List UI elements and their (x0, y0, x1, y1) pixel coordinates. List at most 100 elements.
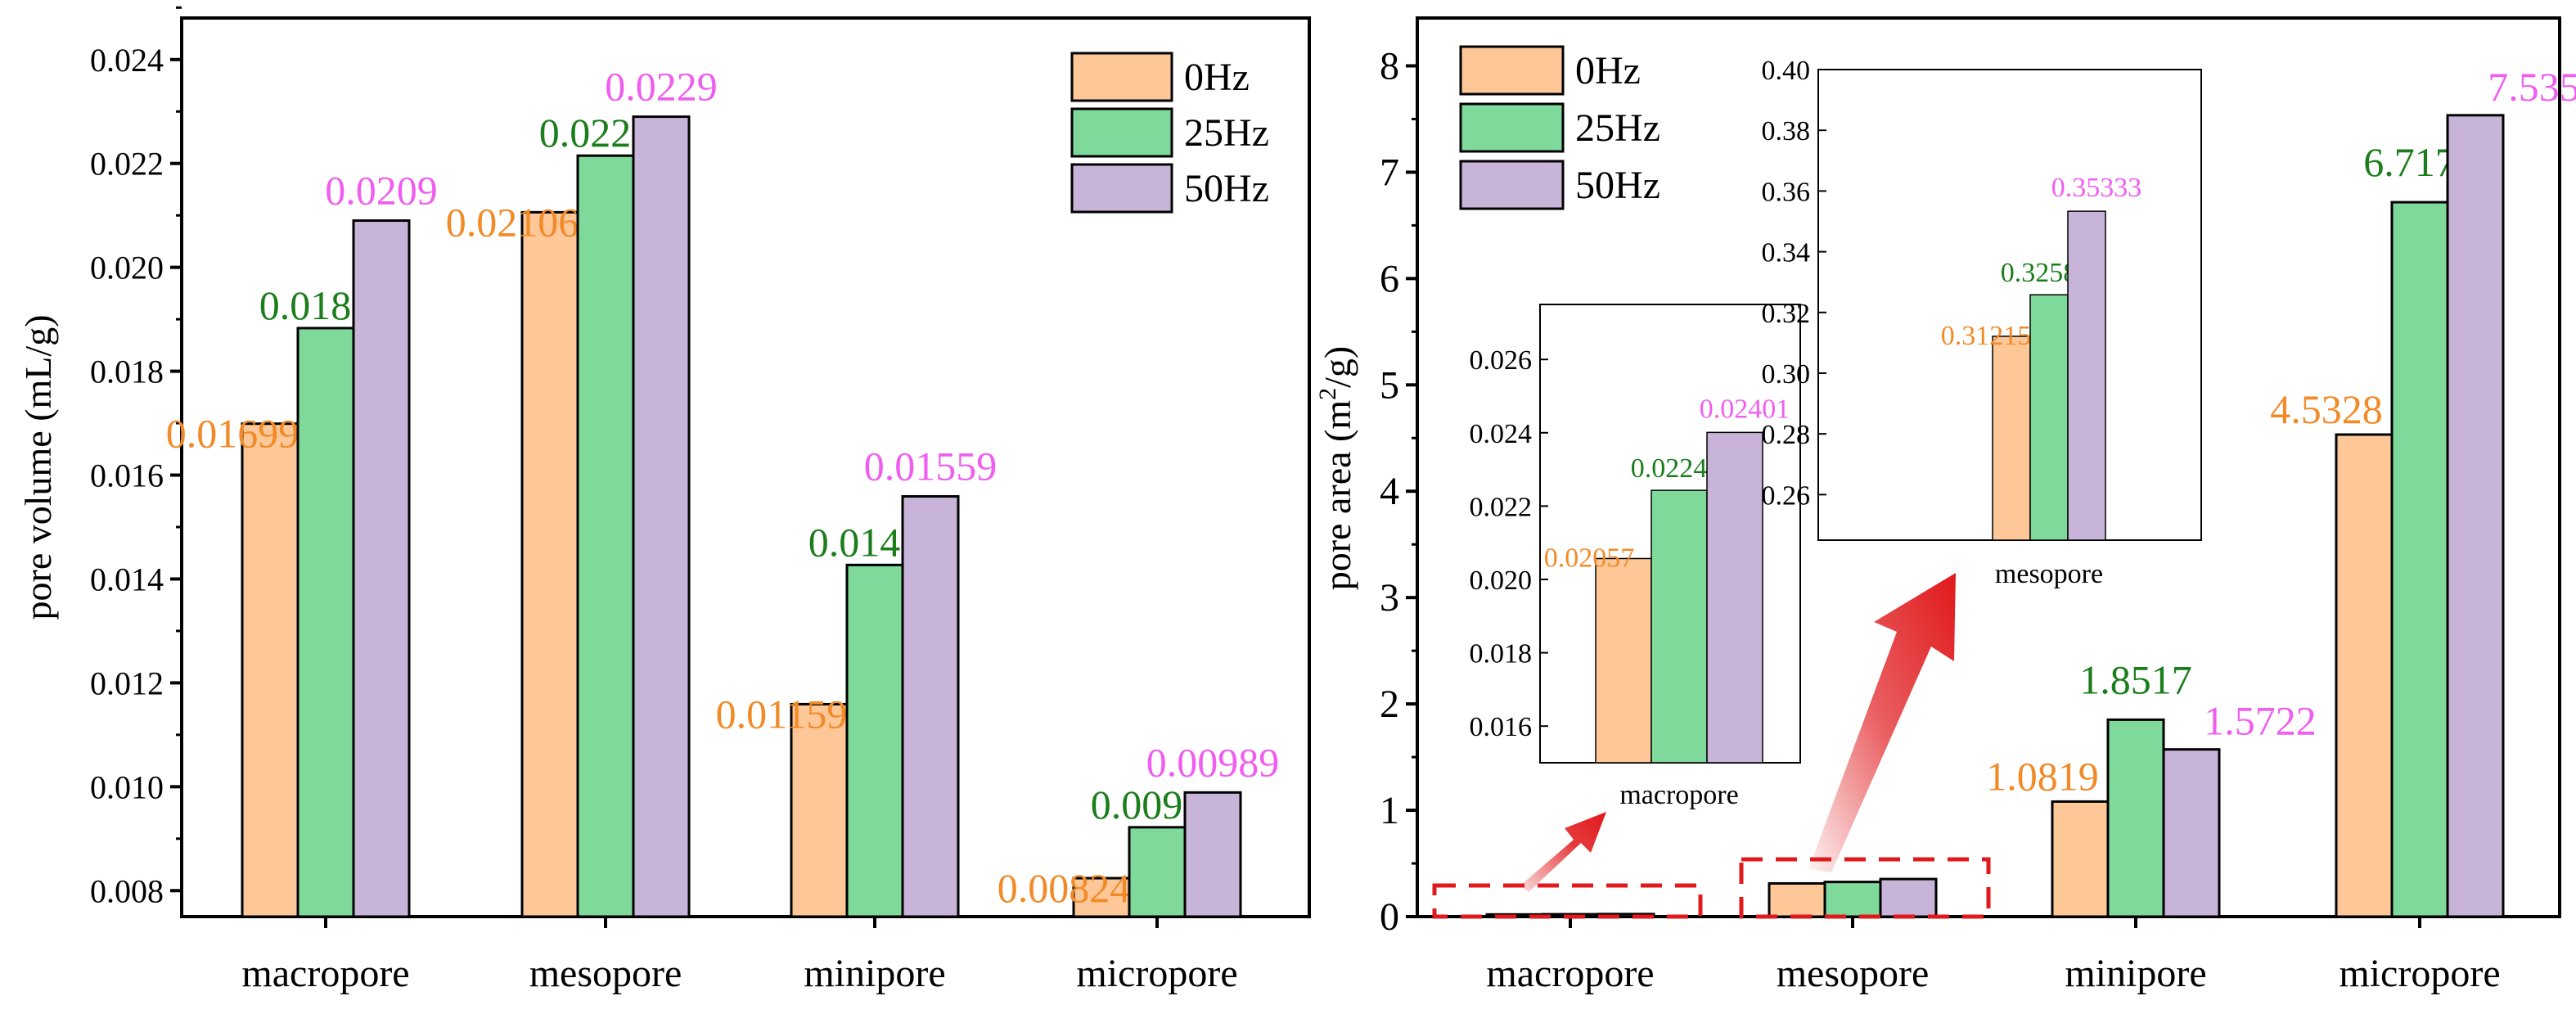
bar-macropore-0Hz (241, 422, 299, 918)
data-label-micropore-50Hz: 7.5356 (2488, 64, 2576, 110)
x-tick-label-macropore: macropore (1486, 952, 1654, 995)
y-axis-label: pore area (m2/g) (1314, 346, 1358, 591)
y-tick-label: 0.020 (90, 250, 164, 286)
bar-micropore-0Hz (2335, 433, 2394, 918)
bar-mesopore-50Hz (632, 115, 691, 918)
y-tick-label: 6 (1380, 257, 1399, 300)
legend-label-0Hz: 0Hz (1184, 56, 1250, 99)
data-label-macropore-0Hz: 0.01699 (166, 411, 299, 457)
y-tick-label: 7 (1380, 151, 1399, 194)
bar-micropore-50Hz (1183, 791, 1242, 918)
y-tick-label: 2 (1380, 683, 1399, 726)
highlight-box-macropore (1432, 883, 1703, 919)
inset-y-tick-label: 0.34 (1762, 238, 1811, 268)
data-label-mesopore-50Hz: 0.0229 (605, 64, 718, 110)
legend-label-0Hz: 0Hz (1575, 49, 1641, 92)
y-tick-label: 0.018 (90, 354, 164, 390)
y-axis-label-superscript: 2 (1314, 388, 1341, 400)
inset-bar-0Hz (1595, 557, 1652, 764)
pore-volume-chart: 0.008 0.010 0.012 0.014 0.016 0.018 0.020 0.022… (17, 6, 1311, 995)
data-label-minipore-50Hz: 1.5722 (2204, 698, 2317, 744)
data-label-minipore-25Hz: 1.8517 (2079, 656, 2192, 702)
plot-frame (1416, 16, 2561, 918)
inset-x-label: macropore (1619, 780, 1738, 810)
inset-macropore: 0.016 0.018 0.020 0.022 0.024 0.026 0.02057 0.0… (1470, 304, 1801, 810)
x-tick-label-micropore: micropore (1076, 952, 1237, 995)
x-tick-label-minipore: minipore (2065, 952, 2206, 995)
inset-y-tick-label: 0.26 (1762, 480, 1811, 511)
inset-y-tick-label: 0.026 (1470, 345, 1533, 376)
x-tick-label-mesopore: mesopore (1777, 952, 1930, 995)
inset-bar-0Hz (1992, 336, 2031, 541)
inset-y-tick-label: 0.38 (1762, 116, 1811, 146)
inset-y-tick-label: 0.020 (1470, 566, 1533, 596)
data-label-macropore-50Hz: 0.0209 (325, 168, 438, 214)
inset-bar-25Hz (1651, 489, 1708, 764)
inset-data-label-0Hz: 0.02057 (1544, 543, 1635, 573)
y-tick-label: 0 (1380, 895, 1399, 939)
y-axis-label-prefix: pore area (m (1317, 400, 1358, 591)
inset-y-tick-label: 0.018 (1470, 639, 1533, 669)
inset-y-tick-label: 0.016 (1470, 712, 1533, 742)
inset-y-tick-label: 0.022 (1470, 492, 1533, 522)
legend-label-25Hz: 25Hz (1575, 106, 1660, 150)
y-tick-label: 1 (1380, 789, 1399, 832)
data-label-minipore-50Hz: 0.01559 (864, 444, 998, 489)
y-tick-label: 0.014 (90, 561, 164, 597)
x-tick-label-minipore: minipore (804, 952, 945, 995)
legend-label-50Hz: 50Hz (1575, 164, 1660, 207)
bar-micropore-25Hz (1128, 826, 1187, 918)
legend-swatch-25Hz (1459, 102, 1565, 153)
y-axis-label: pore volume (mL/g) (17, 314, 59, 620)
x-tick-label-micropore: micropore (2339, 952, 2500, 995)
inset-data-label-50Hz: 0.02401 (1700, 394, 1790, 424)
bar-micropore-50Hz (2446, 114, 2505, 918)
bar-mesopore-25Hz (576, 154, 635, 918)
y-tick-label: 0.008 (90, 872, 164, 909)
bar-minipore-0Hz (2051, 800, 2110, 918)
inset-y-tick-label: 0.32 (1762, 299, 1811, 329)
data-label-minipore-0Hz: 0.01159 (716, 691, 848, 737)
data-label-mesopore-0Hz: 0.02106 (446, 199, 579, 245)
legend-swatch-0Hz (1459, 45, 1565, 96)
inset-data-label-25Hz: 0.02243 (1631, 453, 1722, 484)
data-label-micropore-50Hz: 0.00989 (1146, 739, 1280, 785)
zoom-arrow-macropore (1520, 812, 1606, 892)
data-label-minipore-0Hz: 1.0819 (1986, 753, 2099, 799)
y-tick-label: 0.016 (90, 457, 164, 494)
inset-y-tick-label: 0.36 (1762, 177, 1811, 207)
bar-mesopore-50Hz (1879, 877, 1938, 918)
inset-data-label-50Hz: 0.35333 (2051, 173, 2142, 203)
inset-bar-50Hz (2067, 210, 2106, 541)
y-tick-label: 8 (1380, 44, 1399, 88)
bar-micropore-0Hz (1072, 877, 1131, 918)
legend-label-50Hz: 50Hz (1184, 167, 1269, 210)
legend-swatch-0Hz (1070, 52, 1173, 102)
bar-macropore-25Hz (296, 327, 355, 918)
bar-micropore-25Hz (2390, 201, 2449, 918)
bar-minipore-0Hz (790, 702, 849, 918)
x-tick-label-mesopore: mesopore (529, 952, 682, 995)
zoom-arrow-mesopore (1808, 573, 1956, 872)
legend-swatch-50Hz (1070, 163, 1173, 214)
bar-minipore-25Hz (2106, 718, 2165, 918)
data-label-micropore-0Hz: 4.5328 (2270, 386, 2383, 432)
bar-minipore-50Hz (2162, 748, 2221, 918)
y-axis-label-suffix: /g) (1317, 346, 1358, 388)
bar-mesopore-25Hz (1823, 881, 1882, 918)
inset-bar-25Hz (2029, 294, 2069, 541)
inset-x-label: mesopore (1995, 559, 2103, 589)
bar-mesopore-0Hz (520, 210, 579, 918)
legend-label-25Hz: 25Hz (1184, 111, 1269, 155)
bar-minipore-50Hz (901, 495, 960, 918)
bar-macropore-50Hz (352, 219, 411, 918)
y-tick-label: 0.022 (90, 146, 164, 183)
inset-y-tick-label: 0.40 (1762, 56, 1811, 86)
highlight-box-mesopore (1739, 857, 1991, 919)
inset-y-tick-label: 0.024 (1470, 419, 1533, 449)
legend: 0Hz 25Hz 50Hz (1070, 52, 1269, 214)
data-label-micropore-0Hz: 0.00824 (998, 865, 1131, 911)
legend: 0Hz 25Hz 50Hz (1459, 45, 1660, 210)
